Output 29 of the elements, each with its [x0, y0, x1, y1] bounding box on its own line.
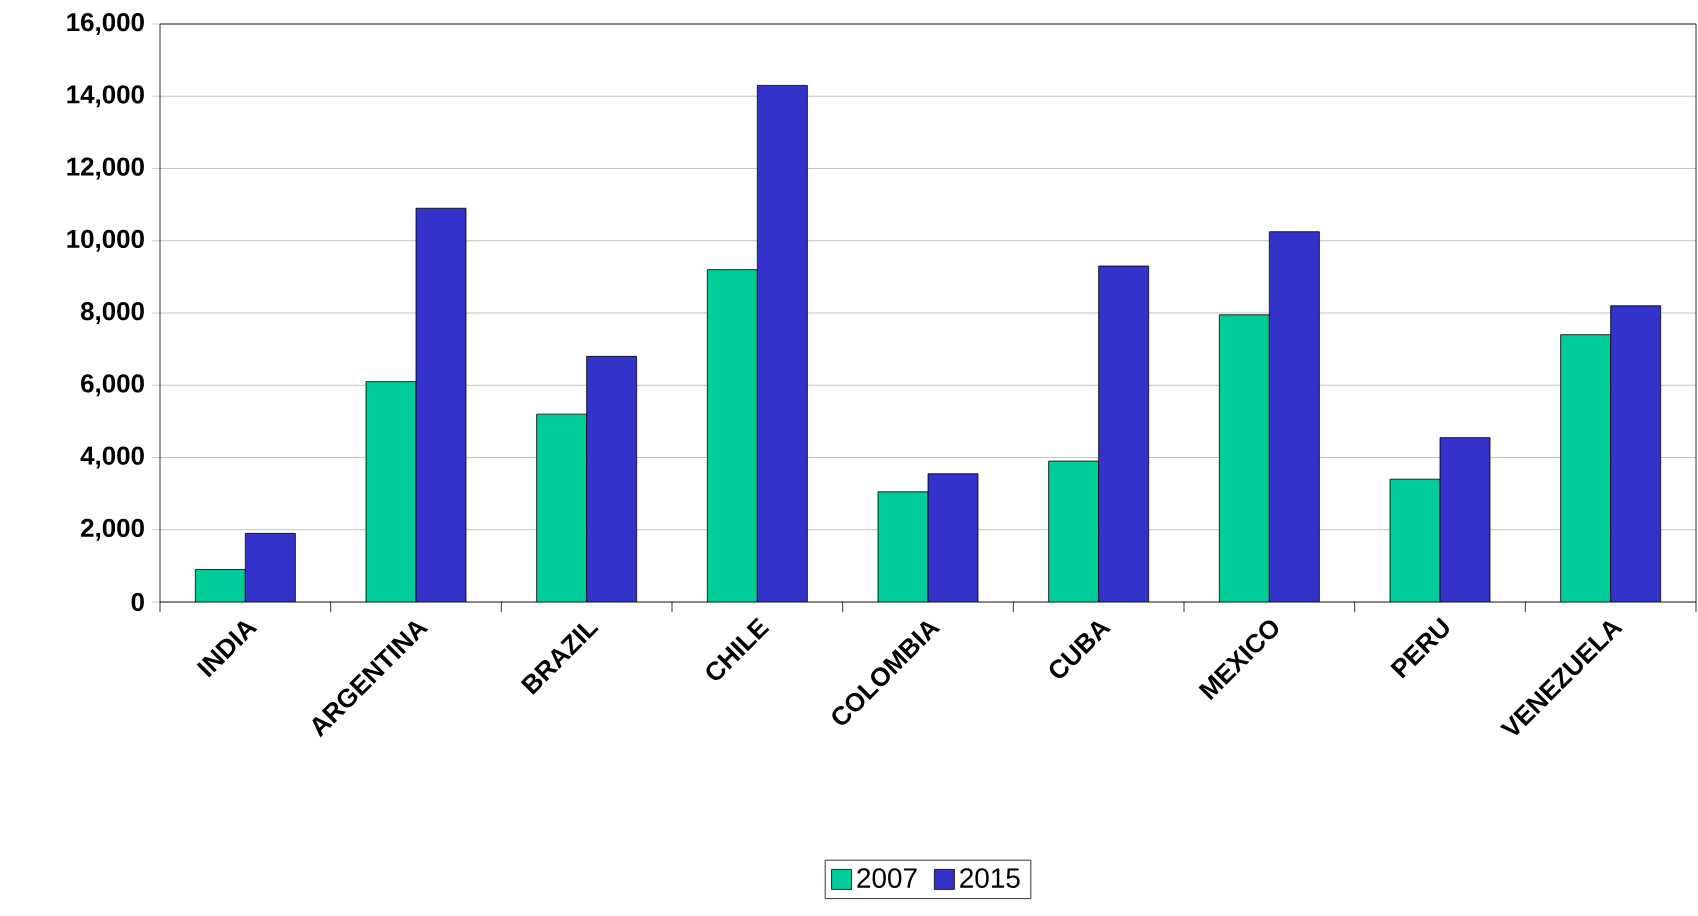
y-tick-label: 10,000 [67, 229, 144, 252]
bar [365, 381, 417, 602]
bar [1269, 231, 1320, 602]
bar [586, 355, 638, 602]
bar [1439, 437, 1491, 602]
bar [877, 491, 929, 602]
legend-label: 2007 [857, 868, 917, 888]
y-tick-label: 2,000 [81, 518, 144, 541]
bar [1098, 265, 1150, 602]
bar [415, 207, 467, 602]
bar [927, 473, 979, 602]
y-tick-label: 6,000 [81, 374, 144, 397]
bar [756, 85, 808, 602]
y-tick-label: 4,000 [80, 446, 144, 469]
bar [1610, 305, 1662, 602]
y-tick-label: 14,000 [67, 85, 144, 108]
y-tick-label: 0 [131, 592, 144, 612]
y-tick-label: 12,000 [67, 157, 144, 180]
bar [244, 532, 296, 602]
y-tick-label: 16,000 [67, 12, 144, 36]
bar [706, 269, 758, 602]
bar [194, 569, 246, 602]
bar [1048, 460, 1100, 602]
bar [536, 413, 588, 602]
legend-label: 2015 [960, 868, 1020, 888]
bar [1560, 334, 1612, 602]
y-tick-label: 8,000 [80, 301, 144, 325]
bar [1389, 478, 1441, 602]
bar [1219, 314, 1270, 602]
